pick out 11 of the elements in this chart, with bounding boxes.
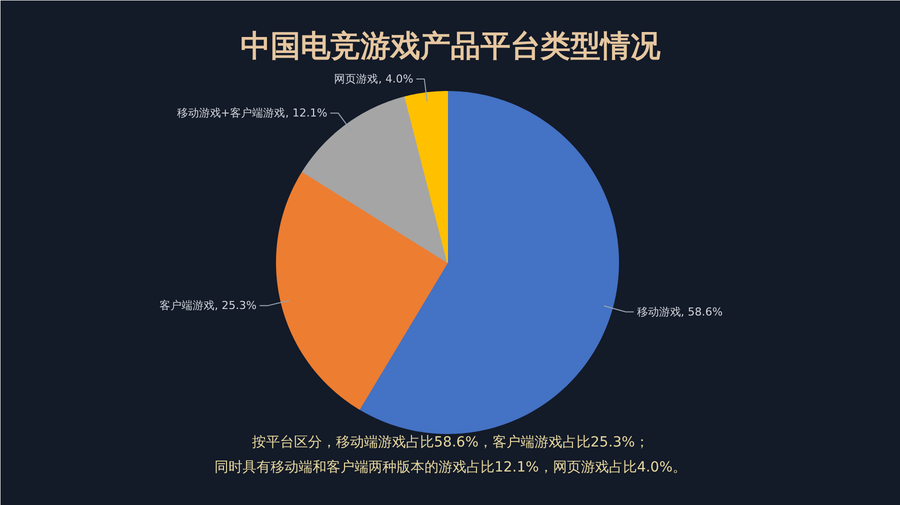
data-label: , 12.1%: [285, 106, 328, 120]
slice-label: 客户端游戏: [159, 299, 214, 312]
chart-title: 中国电竞游戏产品平台类型情况: [240, 29, 662, 64]
text: 同时具有移动端和客户端两种版本的游戏占比12.1%，网页游戏占比4.0%。: [214, 460, 687, 476]
data-label: , 25.3%: [214, 299, 257, 312]
slice-label: 移动游戏+客户端游戏: [176, 106, 285, 120]
data-label: , 4.0%: [378, 72, 414, 86]
data-label: , 58.6%: [680, 305, 723, 318]
slice-label: 网页游戏: [334, 72, 378, 86]
text: 按平台区分，移动端游戏占比58.6%，客户端游戏占比25.3%；: [252, 434, 649, 450]
slice-label: 移动游戏: [636, 305, 681, 318]
